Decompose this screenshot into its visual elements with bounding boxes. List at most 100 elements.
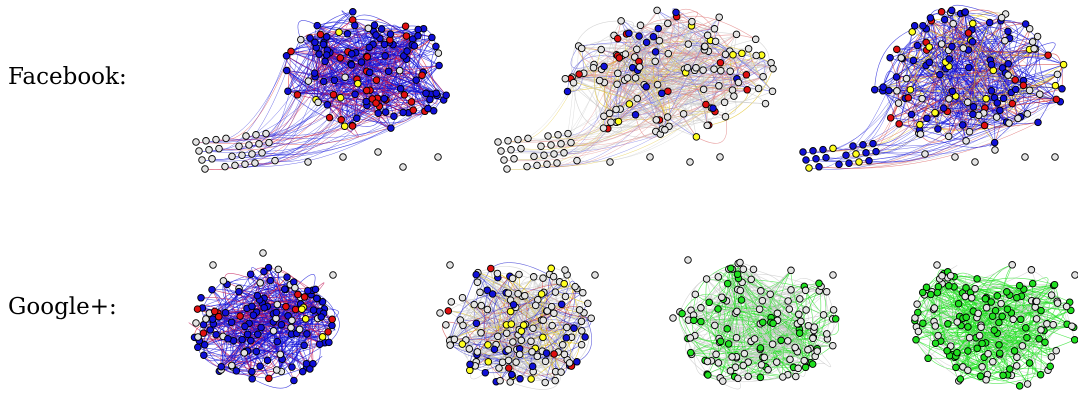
network-node xyxy=(202,315,210,323)
network-node xyxy=(458,293,467,302)
network-node xyxy=(934,125,942,133)
network-node xyxy=(930,304,939,312)
network-node xyxy=(459,321,467,330)
network-node xyxy=(315,50,323,58)
network-node xyxy=(740,349,749,358)
network-node xyxy=(381,108,390,116)
network-node xyxy=(711,37,720,46)
network-node xyxy=(995,341,1003,349)
network-node xyxy=(329,271,337,279)
network-node xyxy=(272,366,281,374)
network-node xyxy=(906,85,915,94)
network-node xyxy=(1034,118,1042,127)
network-node xyxy=(1046,362,1054,371)
network-node xyxy=(951,153,959,161)
network-node xyxy=(1021,153,1029,161)
network-node xyxy=(709,104,717,112)
network-node xyxy=(1014,114,1022,123)
network-node xyxy=(524,134,532,143)
network-nodes xyxy=(436,261,599,387)
network-node xyxy=(754,84,763,93)
network-node xyxy=(222,134,230,143)
network-node xyxy=(428,33,436,42)
network-node xyxy=(819,311,828,319)
network-node xyxy=(1062,302,1071,311)
network-node xyxy=(504,356,513,365)
network-node xyxy=(971,158,979,166)
network-node xyxy=(319,77,328,86)
network-node xyxy=(365,68,374,77)
network-node xyxy=(1011,76,1019,84)
network-node xyxy=(1019,81,1028,90)
network-node xyxy=(716,58,725,67)
googleplus-row-label: Google+: xyxy=(8,294,117,320)
network-node xyxy=(600,112,608,120)
network-node xyxy=(509,338,517,346)
network-node xyxy=(410,42,419,50)
network-node xyxy=(744,372,752,381)
network-node xyxy=(198,156,206,164)
network-node xyxy=(495,364,503,372)
network-node xyxy=(965,127,974,136)
network-node xyxy=(263,356,272,365)
network-node xyxy=(232,367,241,375)
facebook-network-3 xyxy=(795,2,1078,184)
network-node xyxy=(328,315,336,324)
network-node xyxy=(1033,32,1042,41)
network-node xyxy=(322,33,331,41)
network-node xyxy=(194,343,202,352)
network-node xyxy=(949,19,957,28)
network-node xyxy=(998,312,1006,321)
network-node xyxy=(380,94,389,103)
network-node xyxy=(710,65,718,73)
network-node xyxy=(655,36,664,45)
network-node xyxy=(724,340,733,348)
network-node xyxy=(447,298,456,306)
network-node xyxy=(500,156,508,164)
network-node xyxy=(303,330,311,338)
network-node xyxy=(553,159,561,167)
network-node xyxy=(710,25,719,33)
network-node xyxy=(802,156,810,164)
network-node xyxy=(253,291,262,300)
network-node xyxy=(363,53,371,61)
network-node xyxy=(205,146,213,154)
network-node xyxy=(543,307,551,315)
googleplus-network-4 xyxy=(905,245,1078,402)
network-node xyxy=(282,302,290,311)
network-node xyxy=(684,256,692,264)
network-node xyxy=(712,350,720,359)
network-node xyxy=(683,63,692,72)
network-node xyxy=(835,160,843,169)
network-node xyxy=(758,296,767,305)
network-node xyxy=(956,375,965,383)
network-node xyxy=(248,367,256,376)
network-node xyxy=(911,314,919,322)
network-node xyxy=(705,298,713,307)
network-node xyxy=(208,315,217,323)
network-node xyxy=(969,19,977,28)
network-node xyxy=(982,94,990,103)
network-node xyxy=(631,74,640,82)
network-node xyxy=(348,122,357,130)
network-node xyxy=(759,72,767,81)
network-node xyxy=(1043,320,1051,328)
network-node xyxy=(252,347,261,356)
network-node xyxy=(274,265,283,274)
network-node xyxy=(931,108,939,117)
network-node xyxy=(829,144,837,153)
network-node xyxy=(686,334,695,342)
network-node xyxy=(210,307,219,316)
network-node xyxy=(607,118,615,126)
network-node xyxy=(291,283,299,292)
network-node xyxy=(273,300,282,309)
network-node xyxy=(399,163,407,171)
network-node xyxy=(396,84,405,93)
network-node xyxy=(651,48,660,56)
network-node xyxy=(384,67,393,76)
network-node xyxy=(631,111,640,119)
network-node xyxy=(936,70,944,79)
network-node xyxy=(872,147,880,156)
network-node xyxy=(228,152,236,161)
network-node xyxy=(697,304,705,312)
